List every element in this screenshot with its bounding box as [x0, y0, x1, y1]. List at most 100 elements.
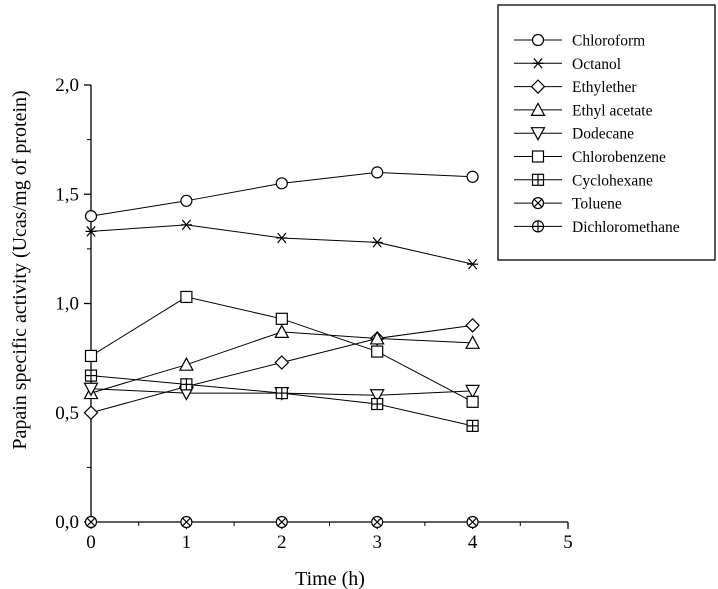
- y-tick-label: 0,0: [55, 512, 79, 533]
- legend-entry: Toluene: [514, 196, 622, 213]
- series-chloroform: [84, 166, 479, 223]
- data-point: [275, 515, 288, 529]
- data-point: [274, 324, 290, 339]
- legend-marker: [531, 220, 545, 233]
- marker-shape: [180, 290, 193, 304]
- data-point: [371, 397, 384, 411]
- legend-label: Ethylether: [572, 79, 637, 96]
- data-point: [467, 258, 479, 270]
- data-point: [180, 290, 193, 304]
- data-point: [180, 219, 192, 231]
- x-tick-label: 1: [182, 532, 192, 553]
- marker-stroke: [181, 219, 191, 231]
- legend-label: Dodecane: [572, 126, 634, 143]
- data-point: [466, 170, 479, 183]
- x-axis: 0 1 2 3 4 5: [86, 522, 573, 553]
- marker-stroke: [533, 57, 543, 69]
- data-point: [465, 318, 480, 333]
- marker-stroke: [277, 517, 287, 527]
- marker-shape: [466, 395, 479, 408]
- data-point: [84, 515, 98, 529]
- marker-shape: [530, 127, 546, 141]
- legend-entry: Dichloromethane: [514, 219, 680, 236]
- legend-entry: Ethylether: [514, 79, 637, 96]
- legend-marker: [531, 197, 545, 210]
- marker-shape: [465, 384, 481, 399]
- data-point: [83, 405, 99, 421]
- legend-entry: Chloroform: [514, 33, 645, 50]
- series-ethylether: [83, 318, 480, 421]
- marker-stroke: [533, 198, 543, 208]
- marker-stroke: [182, 517, 191, 527]
- marker-shape: [83, 405, 99, 421]
- data-point: [369, 389, 385, 404]
- legend-label: Chlorobenzene: [572, 149, 666, 166]
- marker-shape: [369, 330, 385, 345]
- legend-label: Cyclohexane: [572, 172, 653, 189]
- marker-shape: [275, 312, 288, 325]
- legend-label: Ethyl acetate: [572, 102, 653, 119]
- data-point: [371, 236, 383, 248]
- legend-label: Chloroform: [572, 33, 645, 50]
- x-tick-label: 3: [372, 532, 382, 553]
- legend-entry: Ethyl acetate: [514, 102, 653, 119]
- x-tick-label: 2: [277, 532, 287, 553]
- data-point: [371, 345, 384, 358]
- marker-shape: [84, 349, 98, 363]
- marker-stroke: [468, 258, 478, 270]
- marker-shape: [465, 335, 481, 349]
- marker-stroke: [372, 236, 382, 248]
- data-point: [275, 177, 288, 190]
- marker-shape: [530, 79, 546, 94]
- x-tick-label: 4: [468, 532, 478, 553]
- marker-shape: [531, 33, 545, 47]
- marker-shape: [371, 166, 384, 179]
- x-tick-label: 0: [86, 532, 96, 553]
- legend-entry: Cyclohexane: [514, 172, 653, 189]
- series-chlorobenzene: [84, 290, 479, 408]
- y-tick-label: 1,5: [55, 184, 79, 205]
- data-point: [466, 395, 479, 408]
- data-point: [371, 515, 384, 529]
- marker-shape: [465, 318, 480, 333]
- legend-marker: [530, 127, 546, 141]
- legend-entry: Chlorobenzene: [514, 149, 666, 166]
- data-point: [180, 515, 193, 529]
- data-point: [84, 369, 98, 382]
- series-octanol: [85, 219, 479, 270]
- data-point: [84, 349, 98, 363]
- marker-stroke: [86, 517, 96, 527]
- data-point: [180, 194, 193, 207]
- marker-stroke: [468, 517, 477, 527]
- x-axis-title: Time (h): [295, 568, 365, 589]
- x-tick-label: 5: [563, 532, 573, 553]
- series-line: [90, 296, 473, 403]
- data-point: [84, 210, 98, 223]
- legend-marker: [532, 57, 544, 69]
- marker-shape: [466, 170, 479, 183]
- y-tick-label: 2,0: [55, 75, 79, 96]
- series-cyclohexane: [84, 369, 479, 432]
- data-point: [371, 166, 384, 179]
- plot-area: [90, 85, 568, 523]
- data-point: [85, 226, 97, 237]
- data-point: [178, 356, 194, 371]
- marker-shape: [369, 389, 385, 404]
- marker-shape: [275, 177, 288, 190]
- y-tick-label: 1,0: [55, 294, 79, 315]
- marker-shape: [530, 102, 546, 117]
- data-point: [83, 382, 99, 397]
- y-axis-title: Papain specific activity (Ucas/mg of pro…: [9, 90, 31, 449]
- series-line: [90, 224, 473, 265]
- data-point: [466, 419, 479, 432]
- marker-shape: [371, 345, 384, 358]
- data-point: [275, 312, 288, 325]
- data-point: [276, 232, 288, 244]
- legend-label: Toluene: [572, 196, 622, 213]
- legend-marker: [531, 173, 545, 186]
- legend-marker: [531, 150, 545, 163]
- marker-stroke: [372, 517, 382, 527]
- series-layer: [83, 166, 481, 529]
- marker-shape: [84, 210, 98, 223]
